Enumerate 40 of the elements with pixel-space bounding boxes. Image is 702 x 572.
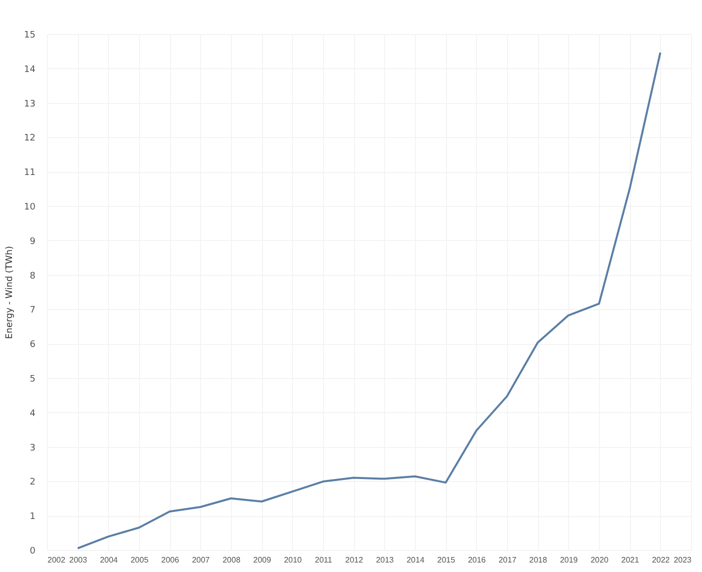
x-tick-label: 2019 [560,556,578,564]
y-tick-label: 0 [30,546,36,556]
y-tick-label: 11 [24,168,36,178]
y-tick-label: 14 [24,64,36,75]
y-tick-label: 15 [24,30,36,40]
y-tick-label: 7 [30,306,36,316]
y-tick-label: 5 [30,374,36,384]
x-tick-label: 2013 [376,556,394,564]
y-tick-label: 10 [24,202,36,212]
x-tick-label: 2023 [674,556,692,564]
x-tick-label: 2015 [437,556,456,564]
y-tick-label: 13 [24,99,36,110]
x-tick-label: 2004 [100,556,118,564]
y-tick-label: 1 [30,512,36,522]
x-tick-label: 2020 [590,556,609,564]
x-tick-label: 2016 [468,556,486,564]
y-tick-label: 4 [30,408,36,419]
x-tick-label: 2012 [345,556,364,564]
x-tick-label: 2003 [69,556,88,564]
x-tick-label: 2002 [48,556,66,564]
x-tick-label: 2022 [652,556,670,564]
y-tick-label: 2 [30,478,36,488]
x-tick-label: 2008 [222,556,241,564]
x-tick-label: 2006 [161,556,180,564]
x-tick-label: 2005 [130,556,149,564]
y-tick-label: 9 [30,236,36,247]
y-tick-label: 6 [30,340,36,350]
x-tick-label: 2011 [314,556,333,564]
y-tick-label: 8 [30,271,36,282]
line-series [76,52,662,550]
y-tick-label: 12 [24,134,36,144]
x-tick-label: 2014 [406,556,425,564]
x-tick-label: 2007 [192,556,210,564]
x-tick-label: 2017 [498,556,517,564]
x-tick-label: 2009 [253,556,272,564]
x-tick-label: 2018 [529,556,548,564]
x-tick-label: 2010 [284,556,302,564]
y-axis-title: Energy - Wind (TWh) [5,246,16,340]
y-tick-label: 3 [30,443,36,454]
x-tick-label: 2021 [621,556,640,564]
